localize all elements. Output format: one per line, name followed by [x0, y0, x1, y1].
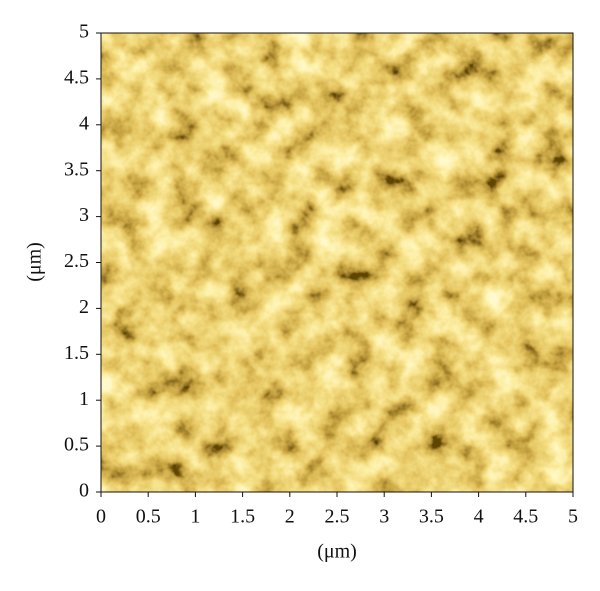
y-tick-label: 2 — [79, 296, 89, 318]
y-tick-label: 4.5 — [64, 66, 89, 88]
y-tick-label: 0.5 — [64, 434, 89, 456]
x-tick-label: 2 — [285, 506, 295, 528]
x-tick-label: 0.5 — [136, 506, 161, 528]
x-tick-label: 3 — [379, 506, 389, 528]
x-tick-label: 1 — [190, 506, 200, 528]
afm-image — [101, 33, 573, 492]
y-tick-label: 3.5 — [64, 158, 89, 180]
x-tick-label: 4 — [474, 506, 484, 528]
y-tick-label: 5 — [79, 21, 89, 43]
x-tick-label: 5 — [568, 506, 578, 528]
x-tick-label: 0 — [96, 506, 106, 528]
x-tick-label: 4.5 — [513, 506, 538, 528]
y-axis-label: (μm) — [24, 242, 46, 282]
x-axis-label: (μm) — [317, 541, 357, 563]
y-tick-label: 2.5 — [64, 250, 89, 272]
y-tick-label: 1 — [79, 388, 89, 410]
x-tick-label: 2.5 — [325, 506, 350, 528]
y-tick-label: 3 — [79, 204, 89, 226]
y-tick-label: 0 — [79, 480, 89, 502]
x-tick-label: 3.5 — [419, 506, 444, 528]
x-tick-label: 1.5 — [230, 506, 255, 528]
y-tick-label: 1.5 — [64, 342, 89, 364]
y-tick-label: 4 — [79, 112, 89, 134]
